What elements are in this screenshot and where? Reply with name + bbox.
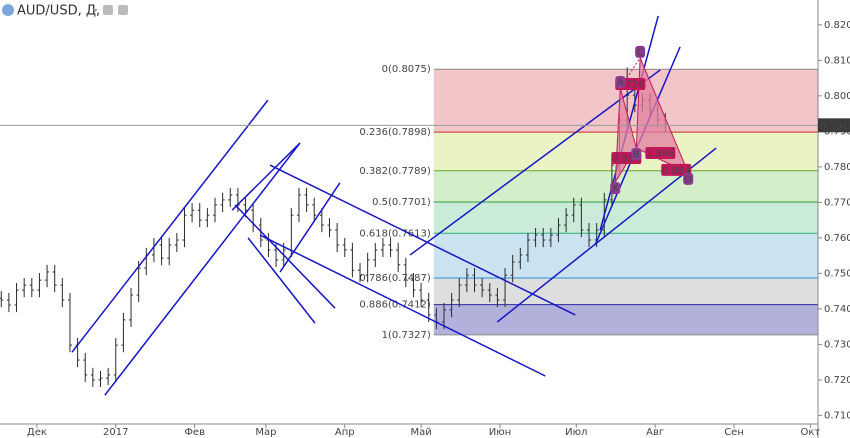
x-tick-label: Авг: [646, 427, 664, 438]
settings-icon[interactable]: [103, 5, 113, 15]
pattern-point: [615, 76, 626, 89]
x-tick-label: Мар: [255, 427, 276, 438]
fib-level-label: 1(0.7327): [382, 330, 431, 341]
pattern-point: [635, 45, 646, 58]
last-price-box: [818, 118, 850, 133]
x-tick-label: Окт: [800, 427, 820, 438]
fib-zone: [433, 304, 818, 335]
plot-area: 0(0.8075) 0.236(0.7898) 0.382(0.7789) 0.5(0…: [0, 15, 818, 396]
pattern-point: [631, 148, 642, 161]
fib-level-label: 0.886(0.7412): [359, 300, 431, 311]
trendline: [247, 237, 316, 324]
fib-zone: [433, 202, 818, 234]
trendline: [269, 164, 576, 316]
fib-level-label: 0.786(0.7487): [359, 273, 431, 284]
trendline: [71, 99, 269, 353]
symbol-title: AUD/USD, Д,: [17, 4, 100, 19]
x-tick-label: Фев: [184, 427, 205, 438]
ratio-box: [661, 163, 692, 176]
symbol-icon: [2, 4, 14, 16]
trendline: [496, 147, 717, 323]
x-tick-label: 2017: [103, 427, 128, 438]
trendline: [231, 142, 301, 211]
trendline: [104, 142, 301, 396]
trendline: [279, 182, 341, 273]
x-tick-label: Май: [410, 427, 431, 438]
pattern-point: [610, 182, 621, 195]
x-tick-label: Июн: [489, 427, 511, 438]
pattern-point-label: B: [633, 150, 640, 161]
trendline: [259, 234, 546, 377]
ratio-label: 1.346: [646, 149, 675, 160]
pattern-point: [683, 172, 694, 185]
ratio-label: 0.726: [616, 80, 645, 91]
ratio-label: 0.884: [662, 165, 691, 176]
dropdown-icon[interactable]: [92, 9, 98, 12]
trendline: [234, 204, 336, 309]
fib-zone: [433, 278, 818, 305]
fib-level-label: 0.382(0.7789): [359, 166, 431, 177]
ratio-box: [645, 147, 676, 160]
fib-zone: [433, 170, 818, 203]
x-tick-label: Дек: [27, 427, 47, 438]
x-tick-label: Июл: [565, 427, 587, 438]
fib-level-label: 0(0.8075): [382, 64, 431, 75]
pattern-point-label: X: [612, 184, 619, 195]
fib-zone: [433, 233, 818, 279]
x-tick-label: Сен: [724, 427, 744, 438]
last-price-label: 0.7917: [820, 121, 850, 132]
hide-icon[interactable]: [118, 5, 128, 15]
fib-level-label: 0.236(0.7898): [359, 127, 431, 138]
pattern-point-label: D: [684, 174, 692, 185]
fib-level-label: 0.5(0.7701): [372, 197, 431, 208]
pattern-point-label: C: [637, 47, 644, 58]
y-tick-label: 0.8200: [824, 20, 850, 31]
pattern-point-label: A: [617, 78, 624, 89]
ratio-label: 0.554: [612, 154, 641, 165]
trendline: [409, 69, 661, 256]
fib-level-label: 0.618(0.7613): [359, 228, 431, 239]
pattern-leg: [636, 147, 689, 174]
x-tick-label: Апр: [335, 427, 355, 438]
